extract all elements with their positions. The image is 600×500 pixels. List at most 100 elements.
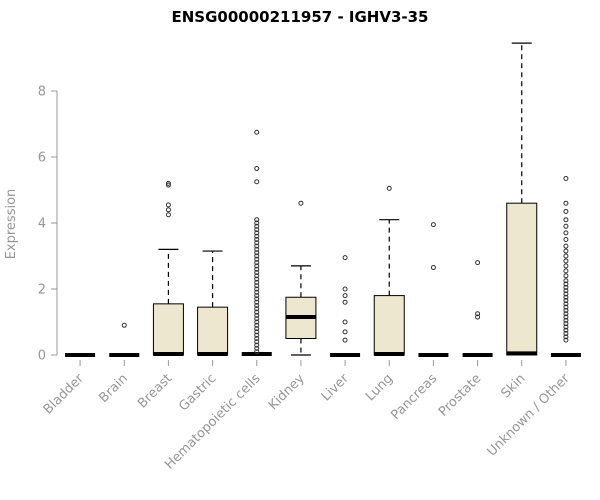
outlier-point <box>342 337 348 343</box>
outlier-point <box>254 243 260 249</box>
outlier-point <box>165 182 171 188</box>
outlier-point <box>342 293 348 299</box>
outlier-point <box>563 281 569 287</box>
outlier-point <box>563 237 569 242</box>
outlier-point <box>563 317 569 323</box>
outlier-point <box>475 314 481 320</box>
outlier-point <box>563 304 569 310</box>
outlier-point <box>563 301 569 307</box>
outlier-point <box>254 309 260 315</box>
x-tick-label: Unknown / Other <box>484 371 573 460</box>
outlier-point <box>254 296 260 302</box>
outlier-point <box>254 230 260 236</box>
outlier-point <box>298 200 304 206</box>
outlier-point <box>121 322 127 328</box>
outlier-point <box>475 260 481 266</box>
outlier-point <box>563 273 569 279</box>
outlier-point <box>254 345 260 351</box>
outlier-point <box>563 334 569 340</box>
outlier-point <box>254 266 260 272</box>
outlier-point <box>563 288 569 294</box>
y-tick-label: 2 <box>38 283 46 298</box>
outlier-point <box>254 256 260 262</box>
outlier-point <box>563 331 569 337</box>
x-tick-label: Brain <box>96 371 131 406</box>
outlier-point <box>254 322 260 328</box>
outlier-point <box>254 342 260 348</box>
outlier-point <box>254 306 260 312</box>
outlier-point <box>254 326 260 332</box>
x-tick-label: Prostate <box>436 371 484 419</box>
outlier-point <box>563 284 569 290</box>
box <box>506 202 538 356</box>
outlier-point <box>254 263 260 269</box>
outlier-point <box>563 291 569 297</box>
outlier-point <box>563 230 569 236</box>
x-tick-label: Breast <box>135 371 175 411</box>
y-tick-label: 0 <box>38 349 46 364</box>
x-tick-label: Gastric <box>176 371 219 414</box>
outlier-point <box>342 329 348 335</box>
y-axis-label: Expression <box>4 189 19 260</box>
y-tick-label: 8 <box>38 85 46 100</box>
outlier-point <box>342 299 348 305</box>
y-tick-label: 4 <box>38 217 46 232</box>
outlier-point <box>165 180 171 186</box>
outlier-point <box>254 270 260 275</box>
outlier-point <box>254 129 260 135</box>
outlier-point <box>254 349 260 355</box>
outlier-point <box>563 337 569 343</box>
box <box>152 303 184 356</box>
outlier-point <box>254 217 260 223</box>
outlier-point <box>254 316 260 322</box>
outlier-point <box>254 303 260 308</box>
outlier-point <box>563 200 569 206</box>
outlier-point <box>165 207 171 213</box>
outlier-point <box>254 279 260 285</box>
outlier-point <box>563 217 569 223</box>
outlier-point <box>254 336 260 341</box>
outlier-point <box>254 319 260 325</box>
outlier-point <box>342 319 348 325</box>
outlier-point <box>254 220 260 226</box>
x-tick-label: Pancreas <box>388 371 440 423</box>
outlier-point <box>430 265 436 271</box>
outlier-point <box>254 329 260 335</box>
outlier-point <box>254 179 260 185</box>
outlier-point <box>563 311 569 317</box>
outlier-point <box>254 339 260 345</box>
outlier-point <box>563 324 569 330</box>
outlier-point <box>254 253 260 259</box>
outlier-point <box>563 294 569 300</box>
x-tick-label: Bladder <box>41 371 88 418</box>
outlier-point <box>430 222 436 228</box>
outlier-point <box>563 263 569 269</box>
outlier-point <box>254 332 260 338</box>
x-tick-label: Lung <box>363 371 396 404</box>
y-tick-label: 6 <box>38 151 46 166</box>
outlier-point <box>563 223 569 229</box>
outlier-point <box>254 233 260 239</box>
outlier-point <box>563 253 569 259</box>
outlier-point <box>254 237 260 242</box>
outlier-point <box>254 223 260 229</box>
outlier-point <box>254 250 260 256</box>
outlier-point <box>475 311 481 317</box>
outlier-point <box>254 166 260 172</box>
outlier-point <box>254 240 260 246</box>
outlier-point <box>563 243 569 249</box>
x-tick-label: Liver <box>319 371 353 405</box>
outlier-point <box>254 286 260 292</box>
outlier-point <box>254 273 260 279</box>
outlier-point <box>563 321 569 327</box>
outlier-point <box>254 227 260 233</box>
outlier-point <box>165 212 171 218</box>
outlier-point <box>254 293 260 299</box>
outlier-point <box>342 255 348 261</box>
outlier-point <box>254 283 260 289</box>
box <box>373 295 405 356</box>
outlier-point <box>563 327 569 333</box>
outlier-point <box>254 299 260 305</box>
